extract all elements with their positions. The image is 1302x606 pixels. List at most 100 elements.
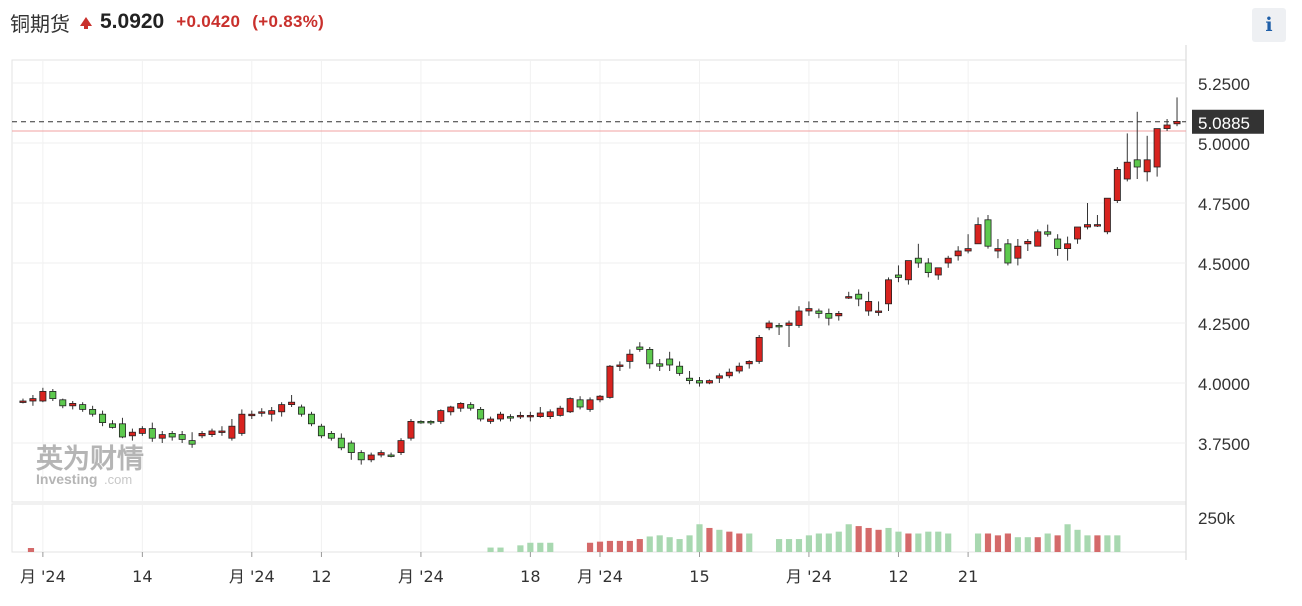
candle-body (526, 414, 534, 418)
candle (835, 311, 843, 321)
candle (785, 320, 793, 347)
candle-body (656, 363, 664, 367)
candle (506, 414, 514, 422)
candle-body (178, 434, 186, 440)
candle (228, 419, 236, 441)
candle-body (1014, 245, 1022, 259)
x-tick-label: 月 '24 (20, 567, 66, 586)
volume-bar (27, 548, 35, 552)
volume-bar (636, 539, 643, 552)
candle (248, 410, 256, 419)
x-tick-label: 月 '24 (786, 567, 832, 586)
candle (417, 420, 425, 424)
candle-body (994, 248, 1002, 252)
last-price: 5.0920 (100, 10, 165, 33)
candle-body (566, 398, 574, 413)
candle-body (29, 398, 37, 402)
volume-bar (676, 539, 683, 552)
candle-body (1103, 197, 1111, 233)
candle (218, 426, 226, 436)
candle-body (79, 404, 87, 410)
candle-body (208, 430, 216, 435)
candle-body (238, 413, 246, 434)
candle-body (288, 401, 296, 406)
candle-body (606, 365, 614, 398)
candle (198, 431, 206, 439)
candle (825, 308, 833, 326)
candle (317, 423, 325, 439)
volume-bar (1084, 535, 1091, 552)
candle-body (666, 358, 674, 366)
candle-body (586, 399, 594, 410)
candle-body (218, 430, 226, 433)
candle (1143, 135, 1151, 182)
y-tick-label: 4.7500 (1198, 195, 1250, 214)
candle-body (775, 324, 783, 328)
candle (676, 361, 684, 376)
volume-bar (1094, 535, 1101, 552)
candle-body (477, 408, 485, 420)
candle-body (616, 364, 624, 367)
candle-body (138, 428, 146, 434)
candle-body (298, 406, 306, 415)
candle-body (845, 296, 853, 299)
candle (626, 349, 634, 369)
candle (954, 246, 962, 261)
candle-body (417, 420, 425, 424)
candle (606, 365, 614, 399)
candle-body (835, 312, 843, 317)
candle (984, 215, 992, 249)
volume-bar (994, 535, 1002, 552)
candle-body (158, 434, 166, 439)
candle (168, 431, 176, 441)
candle (148, 422, 156, 442)
candle (238, 409, 246, 436)
candle (178, 431, 186, 443)
candle (327, 431, 335, 441)
candle-body (795, 310, 803, 326)
x-tick-label: 月 '24 (577, 567, 623, 586)
volume-bar (815, 533, 822, 552)
candle (636, 342, 644, 352)
volume-bar (885, 527, 892, 552)
candle (1034, 229, 1042, 247)
candle-body (357, 452, 365, 461)
candle (1084, 203, 1091, 230)
candle (666, 351, 674, 371)
candle-body (696, 380, 703, 384)
volume-bar (626, 540, 633, 552)
candle (596, 395, 604, 403)
volume-bar (537, 542, 544, 552)
candle (944, 255, 952, 268)
current-price-badge (1192, 109, 1264, 134)
candle-body (894, 274, 902, 278)
candle (526, 411, 534, 422)
candle-body (964, 248, 972, 252)
candle-body (1024, 240, 1032, 245)
candle (845, 291, 853, 299)
candle (497, 411, 504, 422)
candle (616, 361, 624, 371)
candle-body (785, 322, 793, 326)
candle-body (427, 420, 435, 424)
candle-body (755, 336, 763, 362)
info-button[interactable]: i (1252, 8, 1286, 42)
volume-bar (1044, 533, 1051, 552)
candle (337, 433, 345, 451)
candle (457, 402, 465, 412)
candle (208, 428, 216, 437)
candle-body (686, 377, 694, 382)
candle (516, 411, 524, 419)
candle-body (1163, 124, 1171, 129)
candle-body (974, 224, 982, 245)
volume-bar (497, 547, 504, 552)
candle (1123, 133, 1131, 182)
price-change-percent: (+0.83%) (252, 12, 325, 31)
candle (765, 320, 773, 331)
candle-body (148, 428, 156, 439)
candle-body (19, 400, 27, 403)
candle (128, 428, 136, 441)
candle (894, 265, 902, 283)
candle (805, 301, 813, 316)
